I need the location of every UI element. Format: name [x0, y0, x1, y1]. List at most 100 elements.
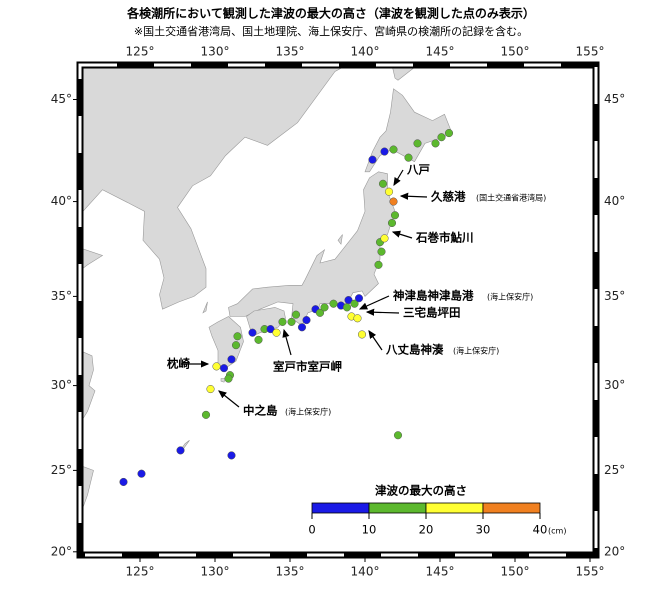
y-tick-label: 35° — [604, 289, 625, 303]
x-tick-label: 150° — [501, 45, 530, 59]
landmass — [208, 316, 244, 369]
y-tick-label: 30° — [604, 378, 625, 392]
legend-swatch — [311, 502, 370, 514]
station — [291, 310, 301, 319]
station — [368, 155, 377, 164]
landmass — [337, 234, 343, 245]
y-tick-label: 20° — [51, 544, 72, 558]
annotation-label: 石巻市鮎川 — [415, 231, 474, 245]
legend-tick-label: 40 — [533, 523, 548, 537]
station — [227, 451, 236, 460]
x-tick-label: 125° — [126, 565, 155, 579]
station — [302, 316, 311, 325]
station — [212, 362, 221, 371]
x-tick-label: 130° — [201, 45, 230, 59]
frame-checker — [78, 63, 598, 557]
station — [342, 303, 352, 312]
x-tick-label: 135° — [276, 45, 305, 59]
station — [431, 139, 440, 148]
station — [380, 147, 389, 156]
station — [201, 410, 211, 419]
annotation-arrow — [282, 328, 292, 356]
x-tick-label: 140° — [351, 45, 380, 59]
y-tick-label: 25° — [604, 463, 625, 477]
annotation-label: 室戸市室戸岬 — [273, 360, 342, 374]
landmass — [228, 171, 396, 326]
annotation-note: (国土交通省港湾局) — [476, 193, 546, 203]
station — [377, 247, 386, 256]
station — [233, 332, 242, 341]
landmass — [220, 378, 226, 383]
y-tick-label: 20° — [604, 544, 625, 558]
x-tick-label: 155° — [576, 565, 605, 579]
station — [206, 385, 215, 394]
annotation-label: 久慈港 — [430, 190, 466, 204]
landmass — [80, 65, 348, 424]
station — [437, 133, 446, 142]
station — [315, 308, 325, 317]
landmass — [202, 301, 208, 314]
y-tick-label: 35° — [51, 289, 72, 303]
landmass — [391, 65, 418, 81]
y-tick-label: 40° — [51, 194, 72, 208]
annotation-label: 八丈島神湊 — [385, 343, 444, 357]
x-tick-label: 140° — [351, 565, 380, 579]
y-tick-label: 40° — [604, 194, 625, 208]
legend-tick-label: 0 — [308, 523, 315, 537]
annotation-arrow — [391, 230, 413, 239]
legend-swatch — [482, 502, 541, 514]
station — [266, 325, 275, 334]
legend-swatch — [425, 502, 484, 514]
station — [384, 187, 394, 196]
station — [393, 431, 403, 440]
x-tick-label: 150° — [501, 565, 530, 579]
station — [137, 469, 146, 478]
annotation-note: (海上保安庁) — [487, 292, 533, 302]
station — [320, 303, 329, 312]
annotation-arrow — [368, 330, 383, 351]
legend-tick-label: 10 — [362, 523, 377, 537]
station — [380, 234, 389, 243]
annotation-note: (海上保安庁) — [453, 346, 499, 356]
y-tick-label: 45° — [51, 92, 72, 106]
station — [353, 314, 362, 323]
station — [248, 328, 257, 337]
x-tick-label: 130° — [201, 565, 230, 579]
annotation-label: 神津島神津島港 — [393, 289, 474, 303]
station — [278, 317, 287, 326]
station — [378, 179, 388, 188]
station — [390, 211, 400, 220]
station — [297, 323, 307, 332]
station — [227, 355, 236, 364]
station — [387, 218, 397, 228]
y-tick-label: 45° — [604, 92, 625, 106]
annotation-arrow — [218, 390, 240, 408]
legend-unit: (cm) — [548, 527, 566, 536]
annotation-arrow — [365, 308, 400, 316]
station — [350, 299, 359, 308]
station — [119, 477, 128, 487]
x-tick-label: 135° — [276, 565, 305, 579]
station — [374, 260, 383, 269]
station — [329, 299, 338, 308]
station — [287, 317, 296, 326]
station — [389, 145, 398, 154]
legend-tick-label: 30 — [476, 523, 491, 537]
station — [272, 328, 281, 337]
station — [219, 364, 229, 373]
annotation-note: (海上保安庁) — [285, 407, 331, 417]
legend-swatch — [368, 502, 427, 514]
x-tick-label: 155° — [576, 45, 605, 59]
marks-layer — [119, 129, 454, 487]
title: 各検潮所において観測した津波の最大の高さ（津波を観測した点のみ表示） — [126, 6, 535, 21]
x-tick-label: 125° — [126, 45, 155, 59]
annotation-arrow — [358, 295, 390, 310]
annotation-arrow — [393, 169, 404, 187]
station — [254, 335, 263, 344]
station — [354, 294, 364, 303]
annotation-label: 枕崎 — [167, 357, 190, 371]
station — [413, 139, 422, 148]
y-tick-label: 30° — [51, 378, 72, 392]
x-tick-label: 145° — [426, 45, 455, 59]
